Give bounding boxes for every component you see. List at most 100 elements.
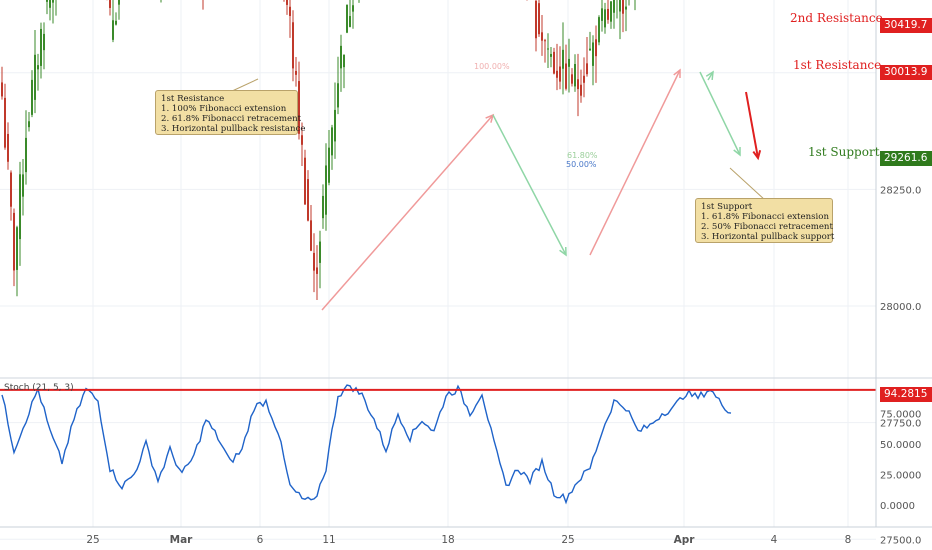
fib-arrow-up-1	[321, 114, 494, 311]
candlestick-series	[1, 0, 636, 300]
candle-body	[562, 49, 564, 69]
resistance-note-line: 2. 61.8% Fibonacci retracement	[161, 114, 302, 124]
resistance-note-line: 1. 100% Fibonacci extension	[161, 104, 287, 114]
candle-body	[289, 6, 291, 16]
resistance-note-pointer	[229, 78, 259, 93]
candle-body	[595, 39, 597, 57]
candle-body	[571, 74, 573, 84]
candle-body	[34, 54, 36, 100]
candle-body	[31, 79, 33, 115]
candle-body	[118, 0, 120, 5]
candle-body	[619, 0, 621, 12]
stoch-tick-label: 50.0000	[880, 440, 921, 451]
time-tick-label: Apr	[674, 534, 696, 546]
candle-body	[547, 48, 549, 50]
candle-body	[613, 0, 615, 13]
candle-body	[592, 42, 594, 66]
candle-body	[622, 0, 624, 14]
time-tick-label: Mar	[170, 534, 194, 546]
second-resistance-label: 2nd Resistance	[790, 11, 883, 25]
time-tick-label: 4	[771, 534, 778, 546]
candle-body	[574, 64, 576, 87]
candle-body	[304, 157, 306, 205]
candle-body	[607, 8, 609, 20]
candle-body	[583, 75, 585, 83]
candle-body	[316, 267, 318, 274]
fib-500-label: 50.00%	[566, 160, 597, 169]
candle-body	[52, 0, 54, 3]
candle-body	[40, 28, 42, 66]
support-note-line: 3. Horizontal pullback support	[701, 232, 835, 242]
support-note-line: 1st Support	[701, 202, 753, 212]
candle-body	[301, 135, 303, 145]
stoch-title: Stoch (21, 5, 3)	[4, 383, 74, 393]
second-resistance-price-tag: 30419.7	[880, 18, 932, 33]
support-note-pointer	[729, 167, 766, 201]
candle-body	[334, 109, 336, 142]
candle-body	[298, 81, 300, 134]
candle-body	[589, 48, 591, 51]
candle-body	[16, 227, 18, 270]
candle-body	[559, 66, 561, 82]
stoch-tick-label: 0.0000	[880, 501, 915, 512]
support-note[interactable]: 1st Support 1. 61.8% Fibonacci extension…	[695, 198, 835, 243]
candle-body	[604, 9, 606, 28]
time-tick-label: 25	[86, 534, 99, 546]
candle-body	[349, 16, 351, 27]
candle-body	[535, 0, 537, 39]
fib-arrow-up-2-head	[673, 68, 681, 79]
candle-body	[538, 3, 540, 35]
candle-body	[328, 147, 330, 183]
price-tick-label: 27500.0	[880, 535, 921, 546]
fibonacci-drawings	[229, 68, 766, 311]
fib-arrow-small-head	[705, 70, 714, 81]
candle-body	[1, 82, 3, 97]
resistance-note[interactable]: 1st Resistance 1. 100% Fibonacci extensi…	[155, 90, 305, 135]
candle-body	[292, 22, 294, 69]
candle-body	[544, 40, 546, 42]
time-tick-label: 11	[322, 534, 335, 546]
candle-body	[340, 45, 342, 69]
candle-body	[28, 121, 30, 128]
projection-arrow-head	[752, 150, 762, 161]
time-tick-label: 25	[561, 534, 574, 546]
candle-body	[565, 63, 567, 89]
candle-body	[625, 6, 627, 10]
candle-body	[286, 0, 288, 5]
support-note-line: 1. 61.8% Fibonacci extension	[701, 212, 829, 222]
candle-body	[343, 54, 345, 68]
stoch-tick-label: 75.0000	[880, 409, 921, 420]
candle-body	[346, 4, 348, 33]
candle-body	[295, 70, 297, 75]
stoch-tick-label: 25.0000	[880, 470, 921, 481]
candle-body	[307, 179, 309, 221]
time-tick-label: 8	[845, 534, 852, 546]
fib-arrow-up-2	[589, 69, 681, 256]
candle-body	[319, 241, 321, 263]
candle-body	[49, 0, 51, 8]
first-resistance-label: 1st Resistance	[793, 58, 882, 72]
candle-body	[13, 212, 15, 271]
fib-arrow-down-1	[492, 114, 567, 256]
candle-body	[112, 20, 114, 40]
fib-100-label: 100.00%	[474, 62, 510, 71]
first-resistance-price-tag: 30013.9	[880, 65, 932, 80]
candle-body	[337, 83, 339, 108]
projection-arrow	[745, 91, 759, 159]
first-support-price-tag: 29261.6	[880, 151, 932, 166]
candle-body	[313, 252, 315, 271]
candle-body	[310, 220, 312, 251]
first-support-label: 1st Support	[808, 145, 880, 159]
candle-body	[568, 58, 570, 67]
candle-body	[43, 33, 45, 51]
price-tick-label: 28000.0	[880, 302, 921, 313]
stoch-value-tag: 94.2815	[880, 387, 932, 402]
candle-body	[4, 97, 6, 148]
candle-body	[352, 5, 354, 12]
candle-body	[601, 8, 603, 21]
candle-body	[586, 63, 588, 75]
resistance-note-line: 1st Resistance	[161, 94, 225, 104]
